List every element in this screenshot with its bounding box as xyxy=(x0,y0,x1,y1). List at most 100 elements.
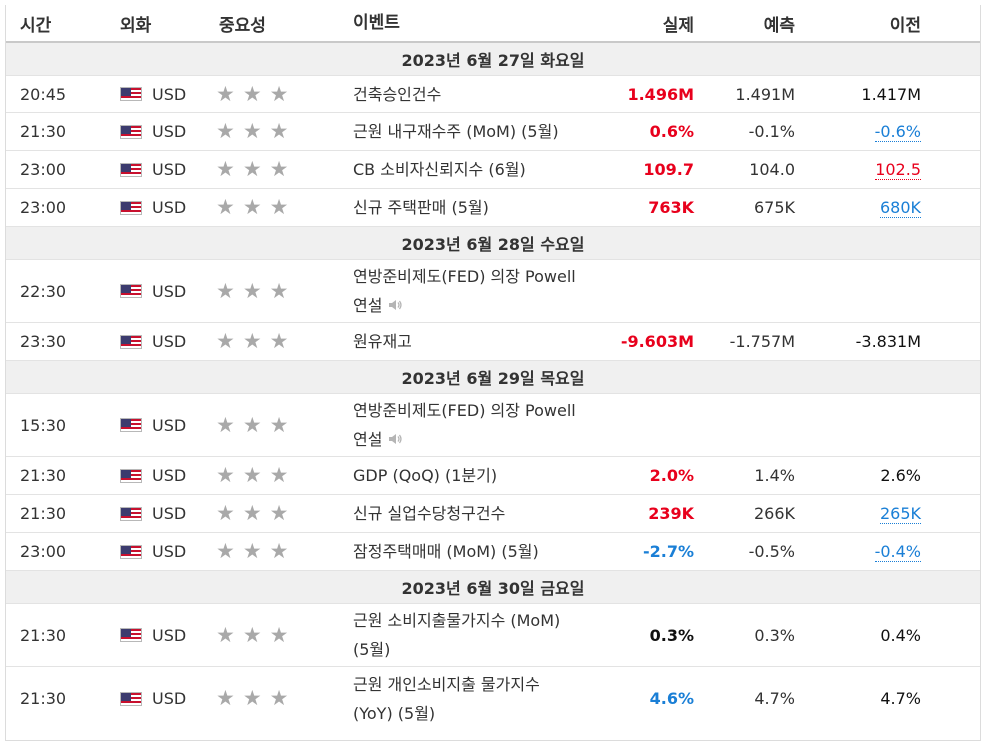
us-flag-icon xyxy=(120,334,142,349)
previous-value[interactable]: -0.6% xyxy=(874,122,921,142)
actual-value: 239K xyxy=(648,504,694,523)
star-icon: ★ xyxy=(269,119,289,143)
event-name[interactable]: 연방준비제도(FED) 의장 Powell 연설 xyxy=(353,396,623,455)
table-row[interactable]: 22:30 USD ★ ★ ★ 연방준비제도(FED) 의장 Powell 연설 xyxy=(6,260,980,323)
event-name[interactable]: CB 소비자신뢰지수 (6월) xyxy=(353,160,526,179)
importance-stars: ★ ★ ★ xyxy=(216,331,296,352)
event-name[interactable]: 신규 주택판매 (5월) xyxy=(353,198,489,217)
currency-code: USD xyxy=(152,332,187,351)
table-row[interactable]: 15:30 USD ★ ★ ★ 연방준비제도(FED) 의장 Powell 연설 xyxy=(6,394,980,457)
event-name[interactable]: 근원 내구재수주 (MoM) (5월) xyxy=(353,122,559,141)
forecast-value: -1.757M xyxy=(729,332,795,351)
currency-cell: USD xyxy=(120,466,186,485)
forecast-value: -0.5% xyxy=(748,542,795,561)
day-separator: 2023년 6월 27일 화요일 xyxy=(6,43,980,76)
forecast-value: 1.491M xyxy=(735,84,795,104)
speaker-icon[interactable] xyxy=(388,292,403,321)
us-flag-icon xyxy=(120,544,142,559)
star-icon: ★ xyxy=(269,501,289,525)
event-time: 21:30 xyxy=(20,122,67,141)
importance-stars: ★ ★ ★ xyxy=(216,197,296,218)
event-time: 23:00 xyxy=(20,542,67,561)
event-time: 23:00 xyxy=(20,160,67,179)
actual-value: 0.6% xyxy=(649,122,694,141)
importance-stars: ★ ★ ★ xyxy=(216,622,296,647)
star-icon: ★ xyxy=(216,539,235,563)
us-flag-icon xyxy=(120,691,142,706)
forecast-value: -0.1% xyxy=(748,122,795,141)
speaker-icon[interactable] xyxy=(388,426,403,455)
us-flag-icon xyxy=(120,284,142,298)
currency-cell: USD xyxy=(120,416,186,435)
forecast-value: 4.7% xyxy=(754,689,795,708)
table-row[interactable]: 21:30 USD ★ ★ ★ 근원 개인소비지출 물가지수 (YoY) (5월) 4… xyxy=(6,667,980,730)
previous-value: 2.6% xyxy=(880,466,921,485)
table-row[interactable]: 23:00 USD ★ ★ ★ 신규 주택판매 (5월) 763K 675K 680… xyxy=(6,189,980,227)
header-forecast: 예측 xyxy=(763,15,795,36)
star-icon: ★ xyxy=(242,622,262,647)
actual-value: 763K xyxy=(648,198,694,217)
star-icon: ★ xyxy=(216,157,235,181)
star-icon: ★ xyxy=(242,329,262,353)
event-time: 21:30 xyxy=(20,625,67,645)
day-separator: 2023년 6월 28일 수요일 xyxy=(6,227,980,260)
star-icon: ★ xyxy=(216,501,235,525)
star-icon: ★ xyxy=(216,412,235,437)
currency-cell: USD xyxy=(120,332,186,351)
table-row[interactable]: 23:00 USD ★ ★ ★ 잠정주택매매 (MoM) (5월) -2.7% -0… xyxy=(6,533,980,571)
forecast-value: 675K xyxy=(753,198,795,217)
actual-value: 0.3% xyxy=(649,625,694,645)
star-icon: ★ xyxy=(242,119,262,143)
actual-value: -2.7% xyxy=(642,542,694,561)
table-row[interactable]: 23:00 USD ★ ★ ★ CB 소비자신뢰지수 (6월) 109.7 104.… xyxy=(6,151,980,189)
star-icon: ★ xyxy=(269,539,289,563)
star-icon: ★ xyxy=(242,278,262,303)
currency-cell: USD xyxy=(120,198,186,217)
us-flag-icon xyxy=(120,87,142,101)
previous-value: 1.417M xyxy=(861,84,921,104)
event-time: 23:00 xyxy=(20,198,67,217)
header-currency: 외화 xyxy=(120,15,152,36)
table-row[interactable]: 23:30 USD ★ ★ ★ 원유재고 -9.603M -1.757M -3.83… xyxy=(6,323,980,361)
actual-value: 4.6% xyxy=(649,689,694,708)
event-name[interactable]: 근원 개인소비지출 물가지수 (YoY) (5월) xyxy=(353,674,540,723)
star-icon: ★ xyxy=(269,686,289,710)
table-row[interactable]: 20:45 USD ★ ★ ★ 건축승인건수 1.496M 1.491M 1.417… xyxy=(6,76,980,113)
importance-stars: ★ ★ ★ xyxy=(216,159,296,180)
previous-value[interactable]: 102.5 xyxy=(875,160,921,180)
event-name[interactable]: 잠정주택매매 (MoM) (5월) xyxy=(353,542,539,561)
us-flag-icon xyxy=(120,628,142,642)
event-name[interactable]: 건축승인건수 xyxy=(353,84,442,104)
actual-value: -9.603M xyxy=(620,332,694,351)
previous-value: 4.7% xyxy=(880,689,921,708)
forecast-value: 266K xyxy=(753,504,795,523)
previous-value[interactable]: -0.4% xyxy=(874,542,921,562)
importance-stars: ★ ★ ★ xyxy=(216,688,296,709)
currency-code: USD xyxy=(152,198,187,217)
currency-code: USD xyxy=(152,504,187,523)
event-name[interactable]: 원유재고 xyxy=(353,332,412,351)
previous-value[interactable]: 265K xyxy=(879,504,921,524)
importance-stars: ★ ★ ★ xyxy=(216,81,296,106)
event-name[interactable]: 연방준비제도(FED) 의장 Powell 연설 xyxy=(353,262,623,321)
event-name[interactable]: 근원 소비지출물가지수 (MoM) (5월) xyxy=(353,611,561,659)
star-icon: ★ xyxy=(269,329,289,353)
economic-calendar-table: 시간 외화 중요성 이벤트 실제 예측 이전 2023년 6월 27일 화요일 … xyxy=(5,5,981,741)
star-icon: ★ xyxy=(216,463,235,487)
table-row[interactable]: 21:30 USD ★ ★ ★ GDP (QoQ) (1분기) 2.0% 1.4% … xyxy=(6,457,980,495)
header-time: 시간 xyxy=(20,15,52,36)
star-icon: ★ xyxy=(269,278,289,303)
currency-code: USD xyxy=(152,542,187,561)
event-time: 15:30 xyxy=(20,415,67,435)
star-icon: ★ xyxy=(216,278,235,303)
table-row[interactable]: 21:30 USD ★ ★ ★ 근원 소비지출물가지수 (MoM) (5월) 0.3%… xyxy=(6,604,980,667)
previous-value[interactable]: 680K xyxy=(879,198,921,218)
event-name[interactable]: GDP (QoQ) (1분기) xyxy=(353,466,498,485)
currency-cell: USD xyxy=(120,689,186,708)
star-icon: ★ xyxy=(216,81,235,106)
event-name[interactable]: 신규 실업수당청구건수 xyxy=(353,504,506,523)
table-row[interactable]: 21:30 USD ★ ★ ★ 신규 실업수당청구건수 239K 266K 265K xyxy=(6,495,980,533)
star-icon: ★ xyxy=(269,195,289,219)
star-icon: ★ xyxy=(242,412,262,437)
table-row[interactable]: 21:30 USD ★ ★ ★ 근원 내구재수주 (MoM) (5월) 0.6% -… xyxy=(6,113,980,151)
